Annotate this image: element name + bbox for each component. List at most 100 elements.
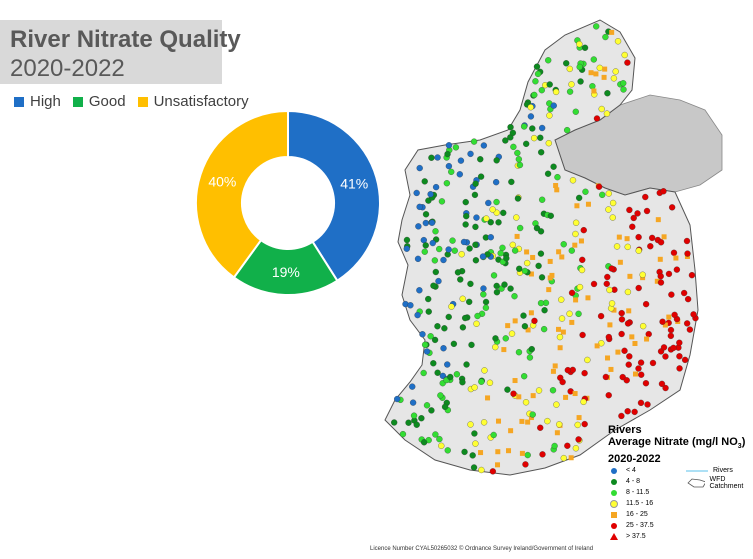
station-marker xyxy=(603,110,611,117)
donut-label-unsatisfactory: 40% xyxy=(208,174,236,190)
station-marker xyxy=(576,41,583,48)
station-marker xyxy=(659,318,666,325)
station-marker xyxy=(572,230,579,238)
station-marker xyxy=(657,256,663,262)
station-marker xyxy=(485,395,491,401)
station-marker xyxy=(425,308,432,315)
station-marker xyxy=(632,371,638,377)
station-marker xyxy=(552,88,560,96)
station-marker xyxy=(572,108,579,115)
station-marker xyxy=(608,366,614,372)
station-marker xyxy=(510,143,517,151)
station-marker xyxy=(473,214,480,221)
station-marker xyxy=(655,217,661,223)
station-marker xyxy=(581,370,588,377)
station-marker xyxy=(431,257,438,264)
station-marker xyxy=(666,314,672,320)
station-marker xyxy=(516,394,522,400)
station-marker xyxy=(660,344,668,351)
station-marker xyxy=(501,347,507,353)
station-marker xyxy=(642,193,649,201)
station-marker xyxy=(478,466,485,474)
station-marker xyxy=(629,223,636,230)
station-marker xyxy=(421,248,428,255)
station-marker xyxy=(449,237,456,244)
station-marker xyxy=(497,250,504,257)
station-marker xyxy=(528,415,534,421)
station-marker xyxy=(482,298,490,306)
station-marker xyxy=(577,78,584,85)
station-marker xyxy=(485,199,492,207)
station-marker xyxy=(549,387,557,394)
station-marker xyxy=(531,91,538,99)
station-marker xyxy=(537,299,545,307)
station-marker xyxy=(550,163,557,170)
station-marker xyxy=(572,219,580,226)
station-marker xyxy=(665,270,673,278)
station-marker xyxy=(508,330,516,337)
monitoring-stations xyxy=(391,23,699,475)
station-marker xyxy=(413,421,420,428)
station-marker xyxy=(490,431,497,439)
station-marker xyxy=(568,81,575,88)
station-marker xyxy=(576,283,584,291)
station-marker xyxy=(581,420,588,428)
station-marker xyxy=(458,251,465,258)
station-marker xyxy=(512,378,518,384)
legend-item-good: Good xyxy=(72,93,126,110)
station-marker xyxy=(563,126,571,134)
station-marker xyxy=(553,401,560,408)
station-marker xyxy=(640,322,647,330)
station-marker xyxy=(462,221,469,228)
station-marker xyxy=(521,323,529,330)
station-marker xyxy=(425,295,432,303)
station-marker xyxy=(437,392,444,399)
station-marker xyxy=(528,346,535,353)
station-marker xyxy=(648,234,656,242)
station-marker xyxy=(538,87,545,94)
map-legend-row: < 4 xyxy=(608,465,686,476)
map-legend-subtitle-text: Average Nitrate (mg/l NO xyxy=(608,436,738,448)
station-marker xyxy=(572,242,578,248)
station-marker xyxy=(432,268,439,276)
station-marker xyxy=(438,442,445,449)
station-marker xyxy=(539,124,546,132)
station-marker xyxy=(507,285,514,292)
donut-slice-unsatisfactory xyxy=(195,109,289,279)
legend-label-unsatisfactory: Unsatisfactory xyxy=(153,93,249,110)
station-marker xyxy=(470,138,478,145)
station-marker xyxy=(580,227,587,234)
station-marker xyxy=(493,198,500,206)
station-marker xyxy=(519,418,525,424)
station-marker xyxy=(602,373,610,381)
station-marker xyxy=(620,86,627,93)
station-marker xyxy=(602,66,608,72)
station-marker xyxy=(428,154,435,161)
station-marker xyxy=(676,365,683,372)
station-marker xyxy=(527,113,535,120)
station-marker xyxy=(668,204,676,211)
station-marker xyxy=(509,241,516,249)
station-marker xyxy=(637,359,645,366)
station-marker xyxy=(471,430,478,437)
station-marker xyxy=(429,239,436,247)
station-marker xyxy=(558,296,565,303)
station-marker xyxy=(573,297,579,303)
station-marker xyxy=(635,365,642,372)
station-marker xyxy=(632,341,638,347)
station-marker xyxy=(588,70,594,76)
station-marker xyxy=(539,196,546,203)
station-marker xyxy=(597,312,605,320)
station-marker xyxy=(407,302,414,309)
station-marker xyxy=(617,259,623,265)
station-marker xyxy=(493,289,501,296)
station-marker xyxy=(420,369,427,377)
class-label: 25 - 37.5 xyxy=(626,522,654,530)
chart-subtitle: 2020-2022 xyxy=(10,55,125,82)
station-marker xyxy=(481,367,488,374)
station-marker xyxy=(621,347,628,354)
station-marker xyxy=(467,150,474,158)
station-marker xyxy=(538,149,545,156)
station-marker xyxy=(477,173,485,180)
station-marker xyxy=(413,189,420,197)
